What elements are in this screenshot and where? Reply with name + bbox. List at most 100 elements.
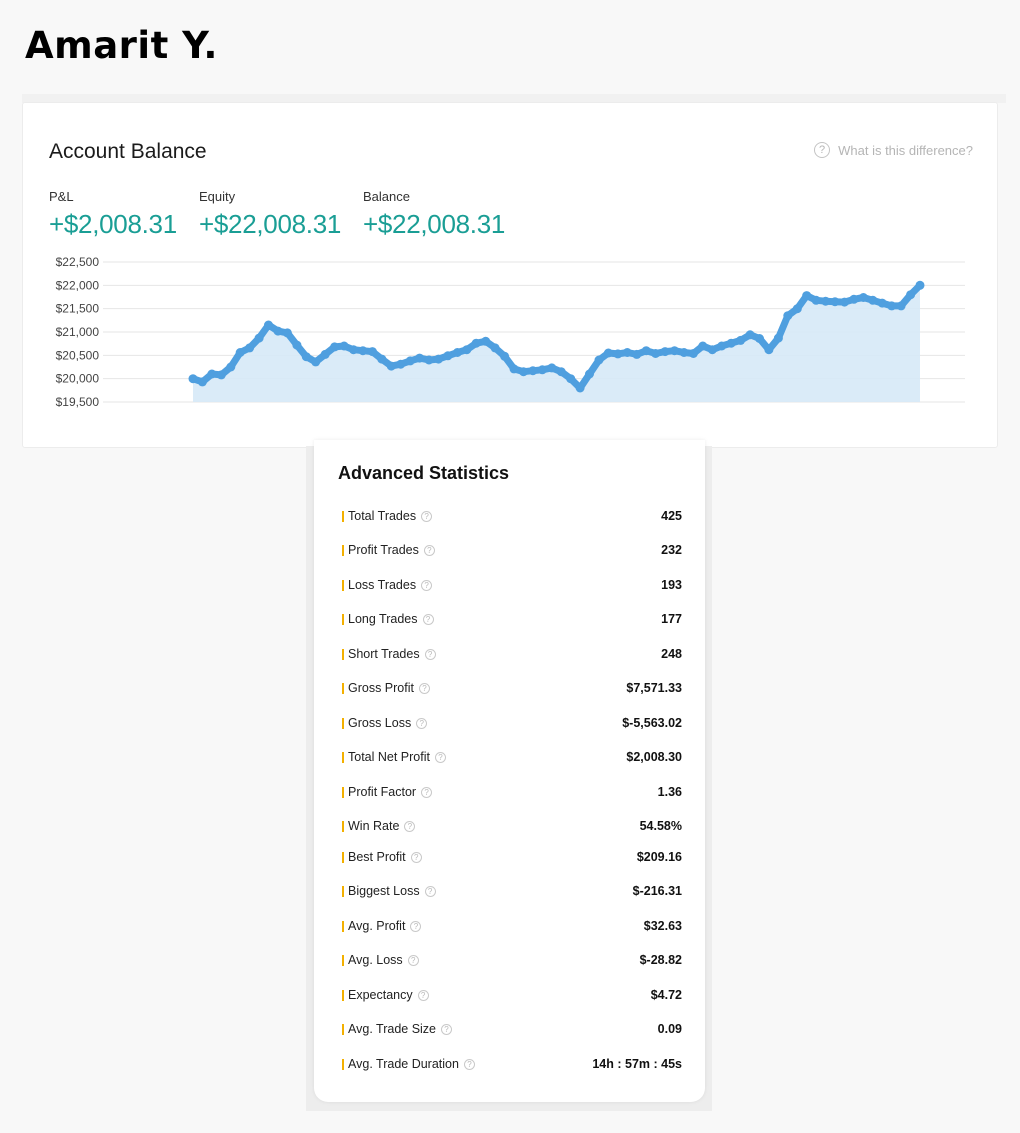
- question-icon[interactable]: ?: [441, 1023, 453, 1035]
- equity-value: +$22,008.31: [199, 209, 342, 239]
- stat-accent-bar: [342, 510, 344, 522]
- question-icon[interactable]: ?: [410, 851, 422, 863]
- data-point: [424, 355, 434, 365]
- stat-label: Profit Trades: [348, 543, 419, 557]
- stat-row: Biggest Loss? $-216.31: [342, 882, 682, 900]
- difference-help-link[interactable]: ? What is this difference?: [814, 142, 973, 158]
- question-icon[interactable]: ?: [407, 954, 419, 966]
- question-icon[interactable]: ?: [421, 786, 433, 798]
- stat-value: $32.63: [643, 919, 682, 933]
- data-point: [585, 369, 594, 379]
- balance-metric: Balance +$22,008.31: [363, 189, 505, 240]
- data-point: [717, 341, 727, 351]
- stat-label: Profit Factor: [348, 785, 417, 799]
- data-point: [868, 295, 878, 305]
- data-point: [349, 345, 358, 355]
- stat-value: $-5,563.02: [622, 716, 682, 730]
- stat-accent-bar: [342, 1023, 344, 1035]
- stat-row: Avg. Loss? $-28.82: [342, 951, 682, 969]
- question-icon[interactable]: ?: [434, 751, 446, 763]
- data-point: [773, 333, 783, 343]
- stat-row: Avg. Trade Duration? 14h : 57m : 45s: [342, 1055, 682, 1073]
- stat-label: Short Trades: [348, 647, 420, 661]
- data-point: [783, 311, 793, 321]
- data-point: [547, 363, 557, 373]
- stat-row: Profit Factor? 1.36: [342, 783, 682, 801]
- data-point: [566, 374, 576, 384]
- stat-row: Win Rate? 54.58%: [342, 817, 682, 835]
- stat-value: $209.16: [636, 850, 682, 864]
- data-point: [726, 338, 736, 348]
- data-point: [896, 301, 906, 311]
- stat-row: Total Net Profit? $2,008.30: [342, 748, 682, 766]
- data-point: [915, 280, 925, 290]
- stat-label: Expectancy: [348, 988, 413, 1002]
- stat-value: 232: [661, 543, 682, 557]
- data-point: [490, 343, 500, 353]
- stat-row: Long Trades? 177: [342, 610, 682, 628]
- trader-name: Amarit Y.: [25, 24, 218, 67]
- data-point: [292, 340, 302, 350]
- data-point: [830, 297, 840, 307]
- question-icon[interactable]: ?: [404, 820, 416, 832]
- y-tick-label: $22,000: [56, 278, 100, 292]
- data-point: [481, 336, 491, 346]
- question-icon: ?: [814, 142, 831, 158]
- data-point: [537, 365, 547, 375]
- question-icon[interactable]: ?: [421, 510, 433, 522]
- pnl-metric: P&L +$2,008.31: [49, 189, 177, 240]
- stat-accent-bar: [342, 820, 344, 832]
- data-point: [282, 328, 292, 338]
- stat-accent-bar: [342, 544, 344, 556]
- stat-value: 1.36: [657, 785, 682, 799]
- data-point: [367, 347, 377, 357]
- stat-accent-bar: [342, 648, 344, 660]
- balance-chart: $22,500 $22,000 $21,500 $21,000 $20,500 $20,0…: [56, 255, 965, 409]
- stat-row: Avg. Profit? $32.63: [342, 917, 682, 935]
- stat-accent-bar: [342, 920, 344, 932]
- data-point: [396, 359, 406, 369]
- data-point: [235, 348, 245, 357]
- balance-label: Balance: [363, 189, 410, 204]
- y-tick-label: $20,500: [56, 348, 100, 362]
- stat-label: Loss Trades: [348, 578, 417, 592]
- stat-value: $7,571.33: [626, 681, 682, 695]
- question-icon[interactable]: ?: [423, 544, 435, 556]
- question-icon[interactable]: ?: [463, 1058, 475, 1070]
- y-tick-label: $21,500: [56, 302, 100, 316]
- stat-row: Loss Trades? 193: [342, 576, 682, 594]
- question-icon[interactable]: ?: [421, 579, 433, 591]
- data-point: [273, 326, 283, 336]
- data-point: [216, 370, 226, 380]
- data-point: [877, 298, 887, 308]
- stat-row: Best Profit? $209.16: [342, 848, 682, 866]
- data-point: [651, 349, 661, 358]
- account-balance-title: Account Balance: [49, 140, 207, 163]
- question-icon[interactable]: ?: [424, 648, 436, 660]
- data-point: [632, 349, 642, 359]
- stat-accent-bar: [342, 613, 344, 625]
- data-point: [745, 330, 755, 340]
- data-point: [320, 349, 330, 359]
- y-tick-label: $22,500: [56, 255, 100, 269]
- data-point: [821, 296, 831, 306]
- stat-label: Best Profit: [348, 850, 406, 864]
- question-icon[interactable]: ?: [422, 613, 434, 625]
- stat-accent-bar: [342, 954, 344, 966]
- y-tick-label: $20,000: [56, 372, 100, 386]
- question-icon[interactable]: ?: [417, 989, 429, 1001]
- data-point: [670, 346, 679, 356]
- top-strip: [22, 94, 1006, 103]
- stat-accent-bar: [342, 786, 344, 798]
- difference-help-text: What is this difference?: [838, 142, 973, 158]
- stat-value: 54.58%: [639, 819, 682, 833]
- question-icon[interactable]: ?: [410, 920, 422, 932]
- data-point: [698, 341, 708, 351]
- data-point: [462, 345, 472, 355]
- question-icon[interactable]: ?: [424, 885, 436, 897]
- equity-label: Equity: [199, 189, 236, 204]
- question-icon[interactable]: ?: [416, 717, 428, 729]
- question-icon[interactable]: ?: [419, 682, 430, 694]
- data-point: [622, 348, 632, 357]
- stat-value: $2,008.30: [626, 750, 682, 764]
